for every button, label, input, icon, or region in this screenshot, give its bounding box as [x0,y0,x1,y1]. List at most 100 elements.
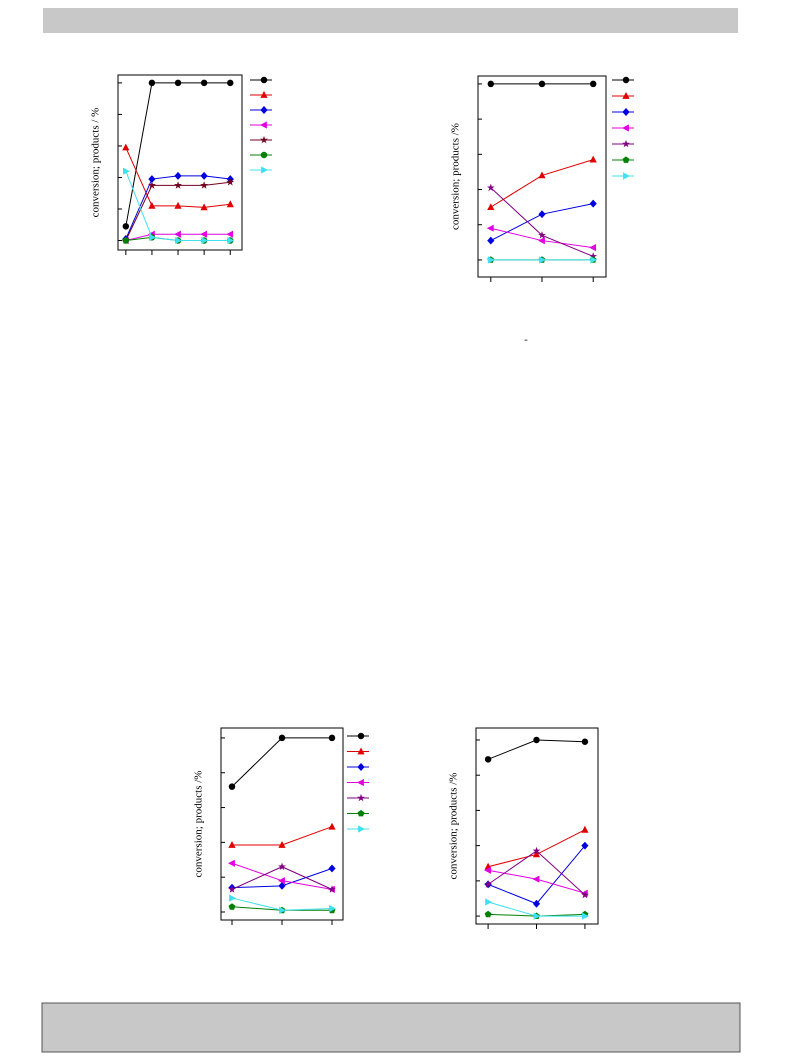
data-point [228,841,236,848]
data-point [200,181,209,189]
legend-marker [357,763,365,771]
legend-marker [622,156,630,163]
y-axis-label: conversion; products / % [90,108,102,218]
data-point [532,850,541,858]
data-point [539,256,546,264]
footnote: - [524,334,528,346]
data-point [329,904,336,913]
legend-marker [260,151,268,159]
data-point [581,825,589,833]
footer-bar [41,1002,741,1053]
data-point [175,236,182,245]
data-point [589,80,597,88]
data-point [148,175,156,183]
data-point [148,79,156,87]
data-point [532,899,541,908]
data-point [227,236,235,245]
legend-marker [622,139,630,148]
legend-marker [260,106,268,114]
data-point [278,881,286,890]
data-point [487,236,495,245]
legend-marker [260,135,268,144]
data-point [228,859,235,867]
legend-marker [357,809,365,817]
data-point [278,877,285,885]
data-point [590,256,598,264]
header-bar [43,8,738,33]
series-line [490,159,594,208]
legend-marker [261,166,268,174]
data-point [148,201,156,209]
data-point [226,230,234,238]
data-point [581,890,589,899]
data-point [200,230,207,238]
data-point [200,79,208,87]
data-point [532,846,541,855]
data-point [228,885,236,893]
plot-frame [117,74,243,251]
legend-marker [260,121,267,129]
data-point [533,912,541,920]
data-point [174,230,181,238]
data-point [486,224,494,232]
legend-marker [622,76,630,84]
data-point [484,756,492,763]
data-point [122,223,130,230]
y-axis-label: conversion; products /% [193,771,205,878]
data-point [328,734,336,742]
legend-marker [622,108,630,116]
data-point [226,200,234,208]
data-point [148,181,156,189]
data-point [174,181,182,189]
data-point [538,231,546,239]
data-point [532,875,540,883]
data-point [582,912,589,920]
data-point [174,201,182,209]
data-point [485,898,493,906]
y-axis-label: conversion; products /% [448,773,460,880]
y-axis-label: conversion; products /% [450,123,462,230]
data-point [589,252,598,260]
legend-marker [622,92,630,99]
data-point [201,236,209,245]
data-point [581,841,589,850]
data-point [486,183,495,192]
data-point [227,79,234,87]
data-point [123,167,130,175]
legend-marker [357,732,365,740]
data-point [279,906,286,914]
legend-marker [622,124,629,132]
data-point [538,80,546,88]
data-point [589,244,597,252]
data-point [487,203,495,210]
data-point [484,880,492,888]
data-point [228,783,236,790]
data-point [589,199,597,208]
data-point [484,866,491,874]
data-point [328,885,336,893]
data-point [174,171,182,180]
series-line [231,737,332,788]
plot-frame [220,727,344,921]
data-point [328,822,336,830]
data-point [328,864,336,873]
data-point [278,841,286,848]
data-point [200,203,208,211]
data-point [533,736,540,744]
legend-marker [260,76,268,84]
data-point [538,237,545,245]
legend-marker [358,825,365,833]
data-point [226,178,235,186]
data-point [484,910,492,918]
data-point [200,171,208,180]
legend-marker [260,91,268,98]
data-point [122,143,130,151]
legend-marker [357,778,364,787]
data-point [487,256,495,264]
data-point [122,237,130,244]
legend-marker [357,793,365,802]
data-point [487,80,495,88]
data-point [174,79,182,87]
data-point [228,903,236,910]
